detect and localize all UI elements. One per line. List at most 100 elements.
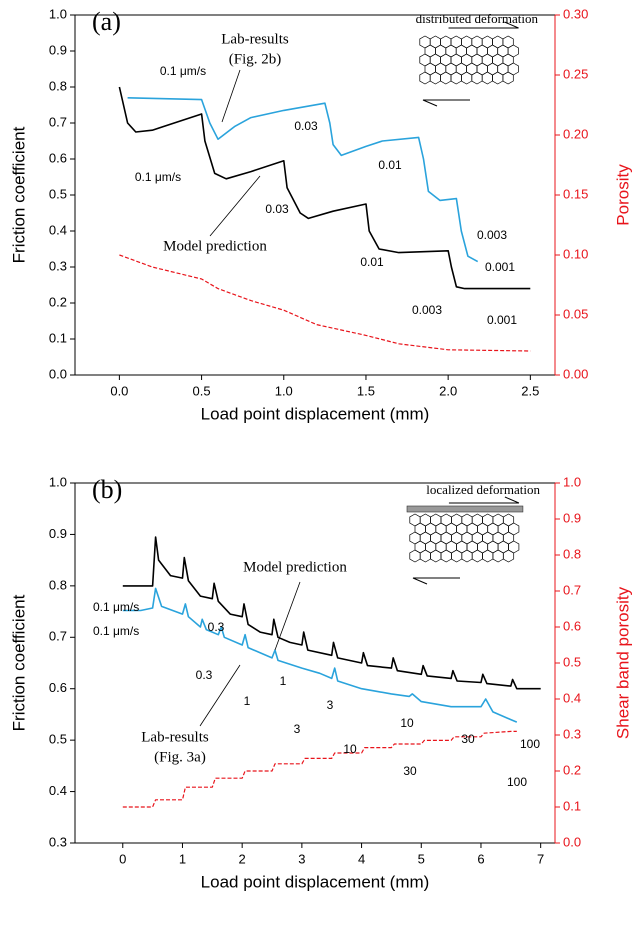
x-tick-label: 0.0 bbox=[110, 383, 128, 398]
annotation: Model prediction bbox=[243, 559, 347, 575]
annotation: 0.3 bbox=[196, 668, 213, 682]
y-axis-title: Friction coefficient bbox=[9, 126, 28, 263]
annotation: 0.1 μm/s bbox=[93, 600, 139, 614]
y2-tick-label: 0.9 bbox=[563, 510, 581, 525]
annotation: (b) bbox=[92, 475, 122, 504]
y-axis-title: Friction coefficient bbox=[9, 594, 28, 731]
x-tick-label: 0 bbox=[119, 851, 126, 866]
y2-tick-label: 0.20 bbox=[563, 126, 588, 141]
annotation: 0.03 bbox=[265, 202, 289, 216]
hexagon bbox=[430, 549, 442, 563]
y2-tick-label: 0.2 bbox=[563, 762, 581, 777]
leader-line bbox=[274, 581, 301, 651]
arrow bbox=[422, 99, 470, 107]
y-tick-label: 0.4 bbox=[49, 222, 67, 237]
y2-tick-label: 0.1 bbox=[563, 798, 581, 813]
data-line bbox=[122, 587, 518, 723]
y2-tick-label: 0.6 bbox=[563, 618, 581, 633]
hexagon bbox=[409, 549, 421, 563]
annotation: 3 bbox=[327, 698, 334, 712]
hexagon bbox=[419, 71, 431, 85]
hexagon bbox=[461, 549, 473, 563]
data-line bbox=[118, 86, 531, 290]
hexagon bbox=[492, 71, 504, 85]
annotation: 1 bbox=[244, 694, 251, 708]
annotation: (a) bbox=[92, 7, 121, 36]
data-line bbox=[122, 730, 517, 808]
hexagon bbox=[502, 71, 514, 85]
x-tick-label: 1.5 bbox=[357, 383, 375, 398]
y-tick-label: 0.5 bbox=[49, 732, 67, 747]
annotation: 30 bbox=[403, 764, 417, 778]
x-tick-label: 6 bbox=[477, 851, 484, 866]
hexagon bbox=[502, 549, 515, 563]
leader-line bbox=[221, 69, 241, 123]
annotation: 0.01 bbox=[378, 158, 402, 172]
hexagon bbox=[419, 549, 431, 563]
hexagon bbox=[492, 549, 504, 563]
y-tick-label: 0.9 bbox=[49, 526, 67, 541]
y-tick-label: 0.3 bbox=[49, 258, 67, 273]
x-tick-label: 1.0 bbox=[275, 383, 293, 398]
y2-tick-label: 0.15 bbox=[563, 186, 588, 201]
y2-tick-label: 0.3 bbox=[563, 726, 581, 741]
annotation: 0.1 μm/s bbox=[135, 170, 181, 184]
y-tick-label: 0.1 bbox=[49, 330, 67, 345]
annotation: 10 bbox=[343, 742, 357, 756]
arrow bbox=[412, 577, 460, 585]
annotation: 0.003 bbox=[477, 228, 507, 242]
hexagon bbox=[440, 549, 452, 563]
y-tick-label: 1.0 bbox=[49, 6, 67, 21]
leader-line bbox=[209, 175, 261, 237]
x-tick-label: 0.5 bbox=[193, 383, 211, 398]
annotation: 0.001 bbox=[485, 260, 515, 274]
leader-line bbox=[199, 664, 241, 727]
x-tick-label: 2.5 bbox=[521, 383, 539, 398]
y-tick-label: 0.5 bbox=[49, 186, 67, 201]
annotation: 30 bbox=[461, 732, 475, 746]
y-tick-label: 0.3 bbox=[49, 834, 67, 849]
hexagon bbox=[461, 71, 473, 85]
y2-tick-label: 0.0 bbox=[563, 834, 581, 849]
annotation: 10 bbox=[400, 716, 414, 730]
hexagon bbox=[481, 71, 493, 85]
annotation: Lab-results bbox=[141, 729, 209, 745]
hexagon bbox=[482, 549, 494, 563]
y2-tick-label: 0.5 bbox=[563, 654, 581, 669]
annotation: 100 bbox=[520, 737, 540, 751]
y-tick-label: 0.9 bbox=[49, 42, 67, 57]
x-tick-label: 2 bbox=[239, 851, 246, 866]
hexagon bbox=[440, 71, 452, 85]
annotation: Model prediction bbox=[163, 238, 267, 254]
annotation: 0.3 bbox=[208, 620, 225, 634]
hexagon bbox=[429, 71, 441, 85]
annotation: 0.1 μm/s bbox=[93, 624, 139, 638]
y2-axis-title: Porosity bbox=[613, 164, 632, 226]
y-tick-label: 0.2 bbox=[49, 294, 67, 309]
arrow bbox=[448, 21, 519, 29]
hexagon bbox=[451, 549, 463, 563]
annotation: 0.1 μm/s bbox=[160, 64, 206, 78]
annotation: Lab-results bbox=[221, 31, 289, 47]
hexagon bbox=[471, 71, 483, 85]
annotation: 0.01 bbox=[360, 255, 384, 269]
x-tick-label: 7 bbox=[537, 851, 544, 866]
y2-tick-label: 0.30 bbox=[563, 6, 588, 21]
hexagon bbox=[471, 549, 483, 563]
y2-tick-label: 0.00 bbox=[563, 366, 588, 381]
x-axis-title: Load point displacement (mm) bbox=[201, 872, 430, 891]
y2-tick-label: 0.05 bbox=[563, 306, 588, 321]
x-tick-label: 2.0 bbox=[439, 383, 457, 398]
annotation: 100 bbox=[507, 775, 527, 789]
y-tick-label: 0.4 bbox=[49, 783, 67, 798]
annotation: 3 bbox=[294, 722, 301, 736]
y-tick-label: 0.0 bbox=[49, 366, 67, 381]
x-tick-label: 4 bbox=[358, 851, 365, 866]
y-tick-label: 0.8 bbox=[49, 577, 67, 592]
x-axis-title: Load point displacement (mm) bbox=[201, 404, 430, 423]
y2-tick-label: 0.4 bbox=[563, 690, 581, 705]
y-tick-label: 1.0 bbox=[49, 474, 67, 489]
y2-tick-label: 0.7 bbox=[563, 582, 581, 597]
